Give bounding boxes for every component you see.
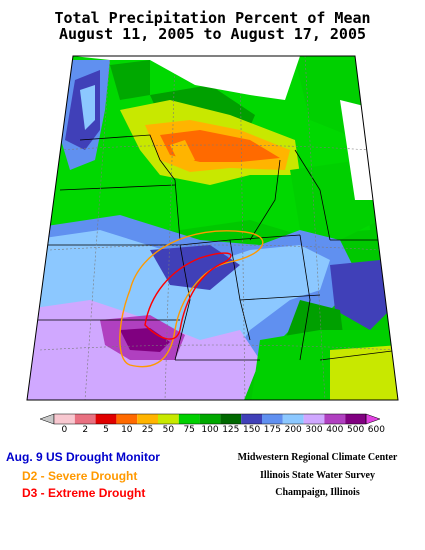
legend-arrow-low xyxy=(39,413,55,425)
map-title: Total Precipitation Percent of Mean xyxy=(54,9,371,27)
legend-swatch xyxy=(116,414,138,424)
map-date-range: August 11, 2005 to August 17, 2005 xyxy=(58,25,367,43)
legend-tick-label: 0 xyxy=(61,425,68,435)
legend-tick-label: 10 xyxy=(121,425,133,435)
legend-swatch xyxy=(282,414,304,424)
legend-swatch xyxy=(262,414,283,424)
state-boundaries xyxy=(30,134,398,361)
legend-arrow-high xyxy=(365,413,381,425)
map-frame xyxy=(26,55,399,401)
legend-swatch xyxy=(220,414,242,424)
legend-tick-label: 600 xyxy=(367,425,385,435)
credit-survey: Illinois State Water Survey xyxy=(260,470,375,481)
legend-swatch xyxy=(54,414,75,424)
legend-tick-label: 400 xyxy=(326,425,344,435)
legend-tick-label: 50 xyxy=(162,425,175,435)
legend-swatch xyxy=(324,414,346,424)
legend-tick-label: 75 xyxy=(183,425,195,435)
legend-tick-label: 200 xyxy=(284,425,302,435)
drought-monitor-title: Aug. 9 US Drought Monitor xyxy=(6,450,160,464)
legend-tick-label: 500 xyxy=(347,425,365,435)
credit-location: Champaign, Illinois xyxy=(275,487,360,498)
legend-swatch xyxy=(137,414,158,424)
legend-tick-label: 100 xyxy=(201,425,219,435)
legend-swatch xyxy=(303,414,325,424)
d3-extreme-drought-contour xyxy=(144,252,232,340)
legend-swatch xyxy=(345,414,366,424)
legend-tick-label: 25 xyxy=(141,425,154,435)
legend-colorbar xyxy=(39,413,381,425)
legend-tick-label: 150 xyxy=(243,425,261,435)
legend-swatch xyxy=(178,414,200,424)
graticule xyxy=(39,56,396,400)
legend-swatch xyxy=(95,414,117,424)
legend-swatch xyxy=(199,414,221,424)
legend-tick-label: 125 xyxy=(222,425,240,435)
drought-d3-label: D3 - Extreme Drought xyxy=(22,486,146,500)
legend-tick-label: 5 xyxy=(103,425,109,435)
legend-swatch xyxy=(158,414,179,424)
legend-swatch xyxy=(74,414,96,424)
legend-tick-label: 300 xyxy=(305,425,323,435)
credit-center: Midwestern Regional Climate Center xyxy=(237,452,398,463)
legend-tick-label: 2 xyxy=(82,425,89,435)
d2-severe-drought-contour xyxy=(119,230,264,368)
legend-border xyxy=(53,413,367,425)
precip-field xyxy=(27,56,398,400)
drought-d2-label: D2 - Severe Drought xyxy=(22,469,138,483)
legend-tick-labels: 0 2 5 10 25 50 75 100 125 150 175 200 300 400 500 600 xyxy=(0,425,425,437)
legend-tick-label: 175 xyxy=(263,425,281,435)
legend-swatch xyxy=(241,414,262,424)
